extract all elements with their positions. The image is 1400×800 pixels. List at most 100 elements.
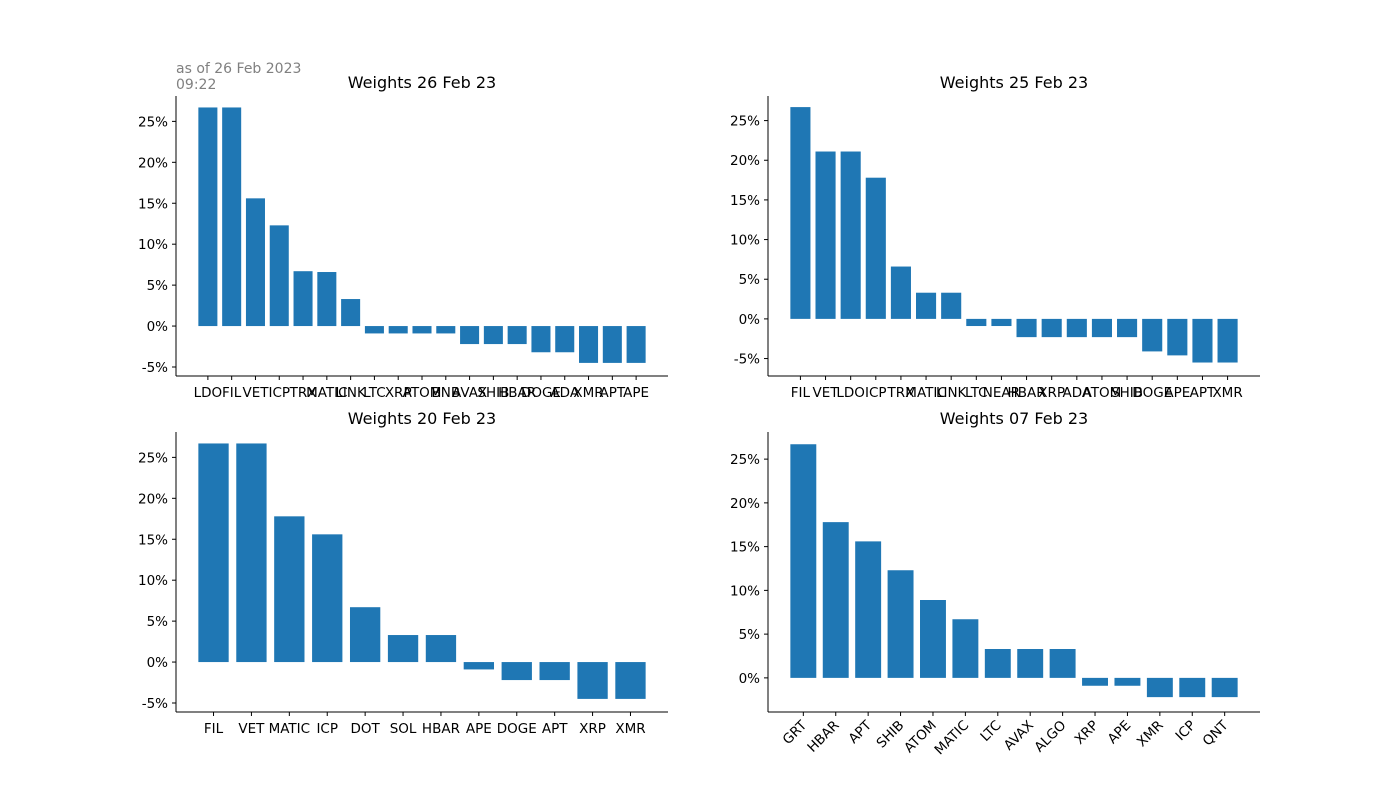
x-tick-label-hbar: HBAR [804, 718, 842, 756]
y-tick-label: 20% [138, 491, 168, 507]
bar-ltc [364, 326, 384, 334]
x-tick-label-link: LINK [936, 385, 968, 401]
x-tick-label-sol: SOL [390, 721, 417, 737]
x-tick-label-atom: ATOM [403, 385, 442, 401]
bar-avax [1017, 649, 1044, 678]
bar-sol [387, 635, 419, 663]
bar-shib [1117, 318, 1138, 338]
bar-xrp [1082, 677, 1108, 686]
as-of-annotation: as of 26 Feb 2023 09:22 [176, 61, 336, 93]
x-tick-label-ltc: LTC [363, 385, 386, 401]
x-tick-label-hbar: HBAR [422, 721, 460, 737]
x-tick-label-doge: DOGE [521, 385, 561, 401]
bar-doge [501, 662, 532, 681]
bar-vet [245, 198, 265, 327]
bar-shib [887, 570, 914, 678]
bar-trx [293, 271, 313, 327]
x-tick-label-xrp: XRP [1038, 385, 1065, 401]
chart-panel-4: Weights 07 Feb 230%5%10%15%20%25%GRTHBAR… [730, 409, 1260, 758]
bar-xmr [579, 326, 599, 363]
bar-ldo [840, 151, 861, 319]
x-tick-label-algo: ALGO [1031, 718, 1069, 756]
y-tick-label: 25% [138, 450, 168, 466]
bar-xmr [1217, 318, 1238, 363]
bar-xmr [615, 662, 646, 699]
y-tick-label: 15% [730, 540, 760, 556]
x-tick-label-qnt: QNT [1200, 717, 1232, 749]
chart-panel-1: Weights 26 Feb 23 -5% 0% 5% 10% 15% 20% 25% LDO F… [138, 73, 668, 401]
y-tick-label: 20% [730, 496, 760, 512]
x-tick-label-link: LINK [335, 385, 367, 401]
x-tick-label-matic: MATIC [306, 385, 348, 401]
y-tick-label: -5% [142, 360, 168, 376]
x-tick-label-fil: FIL [791, 385, 811, 401]
bar-matic [274, 516, 305, 663]
x-tick-label-apt: APT [846, 717, 876, 747]
x-tick-label-doge: DOGE [1132, 385, 1172, 401]
bar-atom [1091, 318, 1112, 338]
x-tick-label-atom: ATOM [1083, 385, 1122, 401]
x-tick-label-ada: ADA [550, 385, 579, 401]
x-tick-label-matic: MATIC [905, 385, 947, 401]
x-tick-label-xmr: XMR [573, 385, 603, 401]
bar-ape [626, 326, 646, 363]
y-tick-label: 25% [138, 114, 168, 130]
y-tick-label: 10% [138, 573, 168, 589]
bar-hbar [507, 326, 527, 345]
x-tick-label-avax: AVAX [452, 385, 487, 401]
bar-ape [463, 662, 495, 670]
y-tick-label: 5% [739, 272, 761, 288]
x-tick-label-ape: APE [1164, 385, 1190, 401]
y-tick-label: 0% [739, 671, 761, 687]
x-tick-label-avax: AVAX [1001, 718, 1037, 754]
x-tick-label-icp: ICP [1173, 718, 1200, 745]
chart-title: Weights 07 Feb 23 [940, 409, 1088, 428]
bar-ada [555, 326, 575, 353]
x-tick-label-matic: MATIC [269, 721, 311, 737]
x-tick-label-ape: APE [466, 721, 492, 737]
x-tick-label-vet: VET [813, 385, 840, 401]
x-tick-label-apt: APT [600, 385, 626, 401]
bar-icp [269, 225, 289, 327]
x-tick-label-xmr: XMR [615, 721, 645, 737]
x-tick-label-ltc: LTC [965, 385, 988, 401]
bar-algo [1049, 649, 1076, 678]
bar-apt [1192, 318, 1213, 363]
x-tick-label-xrp: XRP [579, 721, 606, 737]
y-tick-label: 5% [147, 278, 169, 294]
bar-avax [460, 326, 480, 345]
x-tick-label-shib: SHIB [477, 385, 509, 401]
bar-ltc [966, 318, 987, 327]
y-tick-label: 15% [138, 532, 168, 548]
bar-trx [890, 266, 911, 319]
x-tick-label-fil: FIL [222, 385, 242, 401]
x-tick-label-fil: FIL [204, 721, 224, 737]
x-tick-label-apt: APT [1190, 385, 1216, 401]
bar-ape [1167, 318, 1188, 356]
y-tick-label: 20% [730, 153, 760, 169]
x-tick-label-bnb: BNB [431, 385, 460, 401]
x-tick-label-near: NEAR [983, 385, 1020, 401]
bar-apt [539, 662, 570, 681]
as-of-date: as of 26 Feb 2023 [176, 61, 302, 77]
bar-link [941, 292, 962, 319]
bar-bnb [436, 326, 456, 334]
x-tick-label-hbar: HBAR [498, 385, 536, 401]
chart-panel-3: Weights 20 Feb 23 -5% 0% 5% 10% 15% 20% 25% FIL V… [138, 409, 668, 737]
bar-icp [312, 534, 343, 663]
x-tick-label-xmr: XMR [1212, 385, 1242, 401]
bar-icp [1179, 677, 1206, 698]
bar-vet [815, 151, 836, 319]
bar-xmr [1146, 677, 1173, 698]
bar-ada [1066, 318, 1087, 338]
y-tick-label: 10% [730, 583, 760, 599]
bar-near [991, 318, 1012, 327]
x-tick-label-icp: ICP [865, 385, 887, 401]
bar-ape [1114, 677, 1141, 686]
chart-title: Weights 25 Feb 23 [940, 73, 1088, 92]
bar-ldo [198, 107, 218, 327]
x-tick-label-vet: VET [242, 385, 269, 401]
bar-xrp [577, 662, 608, 699]
y-tick-label: -5% [734, 352, 760, 368]
bar-xrp [388, 326, 408, 334]
